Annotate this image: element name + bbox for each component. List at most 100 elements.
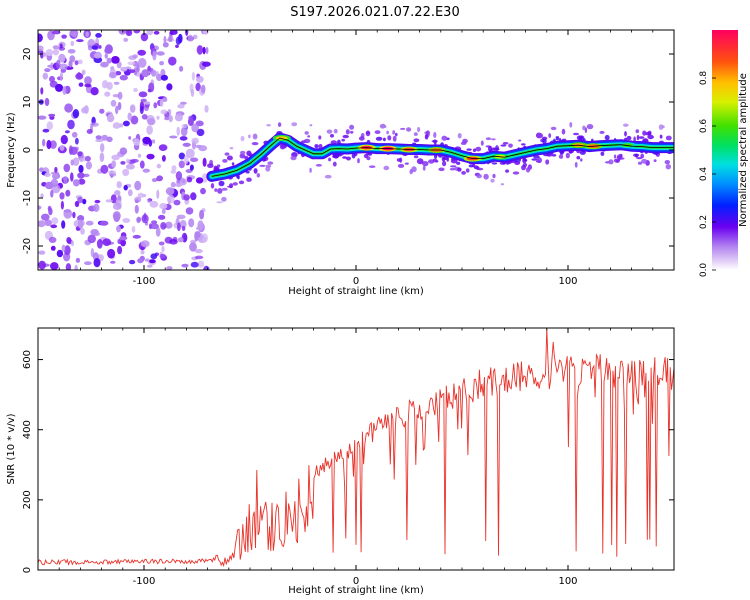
x-tick-label: 0 bbox=[353, 276, 359, 287]
noise-blob bbox=[63, 208, 73, 219]
noise-blob bbox=[71, 131, 78, 138]
scatter-blob bbox=[259, 164, 266, 167]
scatter-blob bbox=[558, 154, 564, 159]
noise-blob bbox=[204, 105, 209, 113]
noise-blob bbox=[137, 49, 146, 56]
noise-blob bbox=[178, 160, 185, 169]
scatter-blob bbox=[332, 153, 340, 159]
scatter-blob bbox=[222, 159, 228, 163]
noise-blob bbox=[62, 86, 67, 95]
noise-blob bbox=[168, 56, 177, 66]
noise-blob bbox=[78, 164, 84, 174]
noise-blob bbox=[49, 140, 57, 149]
scatter-blob bbox=[480, 140, 484, 146]
noise-blob bbox=[123, 184, 128, 191]
noise-blob bbox=[129, 104, 136, 113]
noise-blob bbox=[169, 30, 178, 35]
scatter-blob bbox=[462, 138, 468, 144]
noise-blob bbox=[87, 234, 97, 244]
scatter-blob bbox=[365, 130, 371, 137]
noise-blob bbox=[106, 113, 115, 123]
noise-blob bbox=[128, 69, 136, 73]
colorbar-tick-label: 0.6 bbox=[699, 119, 709, 134]
scatter-blob bbox=[512, 171, 520, 175]
scatter-blob bbox=[382, 137, 386, 142]
noise-blob bbox=[70, 240, 74, 247]
y-tick-label: -10 bbox=[22, 190, 33, 206]
noise-blob bbox=[145, 258, 150, 262]
noise-blob bbox=[59, 192, 65, 200]
noise-blob bbox=[196, 45, 204, 55]
scatter-blob bbox=[332, 161, 337, 167]
scatter-blob bbox=[422, 161, 429, 167]
scatter-blob bbox=[221, 196, 227, 202]
scatter-blob bbox=[550, 126, 557, 131]
noise-blob bbox=[134, 180, 142, 191]
scatter-blob bbox=[580, 158, 583, 162]
scatter-blob bbox=[315, 164, 322, 167]
noise-blob bbox=[156, 51, 165, 56]
scatter-blob bbox=[422, 165, 426, 171]
scatter-blob bbox=[416, 158, 424, 165]
noise-blob bbox=[43, 52, 47, 57]
scatter-blob bbox=[604, 134, 610, 141]
noise-blob bbox=[46, 121, 53, 131]
noise-blob bbox=[108, 72, 117, 79]
scatter-blob bbox=[318, 143, 323, 150]
noise-blob bbox=[147, 88, 152, 93]
noise-blob bbox=[179, 220, 187, 229]
scatter-blob bbox=[318, 135, 322, 140]
scatter-blob bbox=[267, 161, 274, 165]
scatter-blob bbox=[411, 166, 417, 173]
scatter-blob bbox=[349, 130, 354, 134]
scatter-blob bbox=[330, 134, 334, 138]
scatter-blob bbox=[457, 133, 462, 139]
scatter-blob bbox=[383, 165, 390, 171]
noise-blob bbox=[98, 45, 102, 49]
noise-blob bbox=[107, 248, 116, 259]
colorbar-label: Normalized spectral amplitude bbox=[738, 73, 749, 227]
scatter-blob bbox=[349, 124, 355, 130]
noise-blob bbox=[99, 108, 105, 114]
noise-blob bbox=[84, 261, 92, 266]
scatter-blob bbox=[265, 166, 271, 172]
noise-blob bbox=[78, 178, 86, 185]
noise-blob bbox=[190, 192, 197, 201]
noise-blob bbox=[55, 83, 64, 92]
noise-blob bbox=[153, 102, 158, 109]
noise-blob bbox=[162, 97, 168, 103]
scatter-blob bbox=[492, 173, 496, 179]
scatter-blob bbox=[324, 174, 332, 179]
scatter-blob bbox=[525, 167, 531, 173]
noise-blob bbox=[140, 32, 149, 42]
scatter-blob bbox=[502, 142, 509, 145]
noise-blob bbox=[82, 198, 87, 205]
scatter-blob bbox=[642, 139, 649, 142]
noise-blob bbox=[188, 218, 195, 228]
noise-blob bbox=[185, 207, 194, 215]
scatter-blob bbox=[441, 135, 448, 141]
noise-blob bbox=[128, 136, 132, 140]
noise-blob bbox=[151, 69, 157, 77]
noise-blob bbox=[134, 196, 142, 203]
scatter-blob bbox=[491, 138, 496, 141]
noise-blob bbox=[65, 263, 72, 270]
noise-blob bbox=[181, 263, 189, 268]
noise-blob bbox=[69, 30, 79, 37]
noise-blob bbox=[176, 126, 180, 136]
noise-blob bbox=[133, 87, 138, 93]
y-tick-label: -20 bbox=[22, 238, 33, 254]
noise-blob bbox=[65, 189, 71, 197]
noise-blob bbox=[115, 71, 122, 76]
scatter-blob bbox=[374, 130, 381, 135]
snr-panel: -100 0 100 0 200 400 600 Height of straight l… bbox=[6, 327, 675, 596]
noise-blob bbox=[111, 56, 120, 64]
noise-blob bbox=[72, 179, 80, 187]
noise-blob bbox=[100, 61, 109, 68]
noise-blob bbox=[61, 244, 66, 252]
noise-blob bbox=[156, 163, 162, 169]
noise-blob bbox=[194, 231, 199, 242]
scatter-blob bbox=[472, 148, 477, 153]
noise-blob bbox=[50, 262, 59, 270]
scatter-blob bbox=[638, 136, 645, 139]
